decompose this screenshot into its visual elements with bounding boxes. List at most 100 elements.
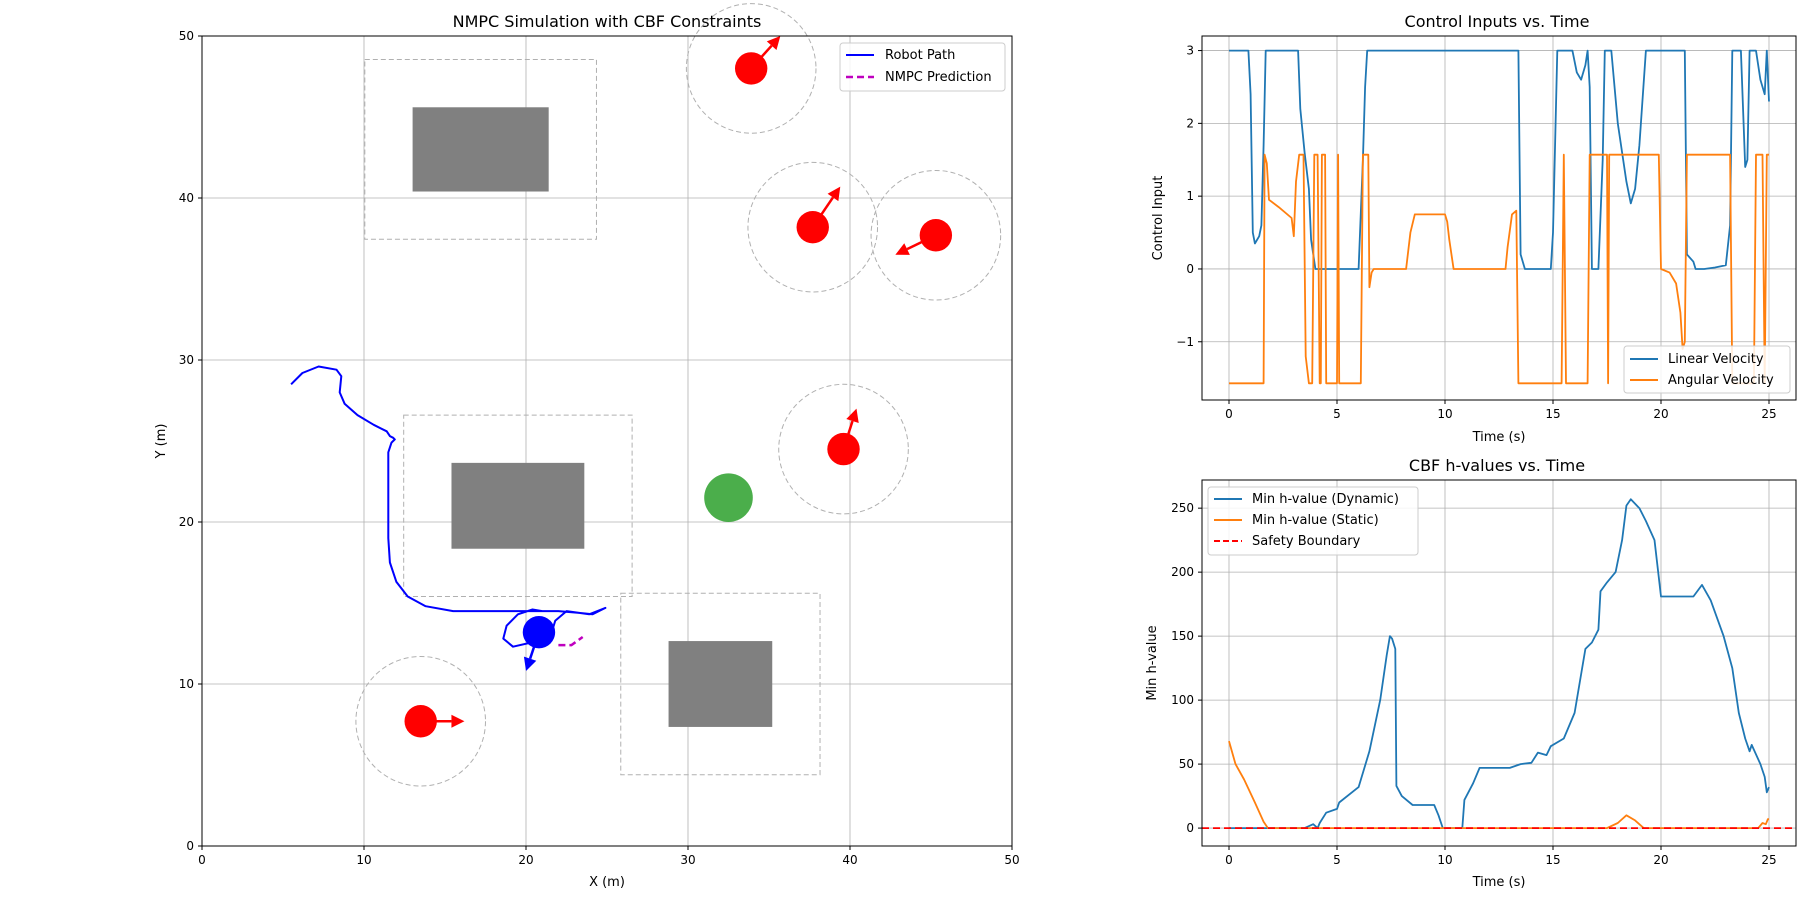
- legend-safety-boundary-label: Safety Boundary: [1252, 534, 1361, 549]
- static-obstacle: [668, 641, 773, 727]
- static-obstacle: [412, 107, 549, 192]
- min-h-dynamic-line: [1229, 498, 1770, 829]
- control-axes-frame: [1201, 35, 1797, 401]
- map-xtick-label: 20: [518, 853, 533, 867]
- static-obstacles: [412, 107, 773, 727]
- dynamic-obstacle-velocity-arrow-head: [895, 243, 910, 255]
- dynamic-obstacle-velocity-arrow: [811, 186, 841, 228]
- map-title: NMPC Simulation with CBF Constraints: [453, 12, 762, 31]
- cbf-title: CBF h-values vs. Time: [1409, 456, 1585, 475]
- static-obstacle-safety-zone: [403, 414, 633, 598]
- map-xtick-label: 30: [680, 853, 695, 867]
- map-ticks: 0 10 20 30 40 50 0 10 20 30 40 50: [179, 29, 1020, 867]
- map-ylabel: Y (m): [154, 424, 169, 460]
- robot-heading-arrow-shaft: [528, 631, 541, 660]
- control-legend-box: [1623, 345, 1791, 394]
- static-obstacle-safety-zone: [620, 592, 821, 776]
- cbf-xtick-label: 5: [1333, 853, 1341, 867]
- dynamic-obstacle-velocity-arrow: [842, 408, 859, 450]
- dynamic-obstacle-velocity-arrow-head: [451, 714, 465, 728]
- cbf-axes-frame: [1201, 479, 1797, 847]
- cbf-ytick-label: 250: [1171, 501, 1194, 515]
- control-xtick-label: 20: [1653, 407, 1668, 421]
- map-legend: Robot Path NMPC Prediction: [839, 42, 1006, 92]
- safety-zones: [355, 3, 1002, 787]
- dynamic-obstacle-velocity-arrow-head: [766, 36, 781, 51]
- control-ticks: 0 5 10 15 20 25 −1 0 1 2 3: [1176, 44, 1776, 421]
- legend-angular-velocity-label: Angular Velocity: [1668, 373, 1774, 388]
- control-xtick-label: 25: [1761, 407, 1776, 421]
- robot-layer: [522, 615, 556, 672]
- control-xtick-label: 5: [1333, 407, 1341, 421]
- nmpc-map-panel: NMPC Simulation with CBF Constraints 0 10…: [154, 3, 1020, 890]
- robot-heading-arrow: [523, 631, 541, 672]
- dynamic-obstacle-velocity-arrow-shaft: [906, 234, 937, 251]
- dynamic-obstacle-velocity-arrow-shaft: [750, 44, 773, 70]
- cbf-xlabel: Time (s): [1472, 875, 1526, 890]
- cbf-ytick-label: 200: [1171, 565, 1194, 579]
- cbf-legend: Min h-value (Dynamic) Min h-value (Stati…: [1207, 486, 1419, 556]
- goal-marker: [704, 473, 753, 522]
- control-title: Control Inputs vs. Time: [1405, 12, 1590, 31]
- nmpc-prediction-line: [558, 635, 584, 647]
- angular-velocity-line: [1229, 153, 1769, 385]
- control-xtick-label: 0: [1225, 407, 1233, 421]
- goal-circle: [704, 473, 753, 522]
- linear-velocity-line: [1229, 49, 1770, 270]
- cbf-h-values-panel: CBF h-values vs. Time 0 5 10 15 20 2505010015…: [1145, 456, 1797, 890]
- control-ytick-label: 1: [1186, 189, 1194, 203]
- cbf-series: [1202, 498, 1796, 829]
- control-ytick-label: −1: [1176, 335, 1194, 349]
- map-ytick-label: 10: [179, 677, 194, 691]
- dynamic-obstacle-velocity-arrow-shaft: [842, 420, 854, 450]
- dynamic-obstacle-velocity-arrow-head: [846, 408, 859, 423]
- control-xlabel: Time (s): [1472, 430, 1526, 445]
- map-axes-frame: [201, 35, 1013, 847]
- map-legend-box: [839, 42, 1006, 92]
- dynamic-obstacle-velocity-arrow-shaft: [811, 196, 835, 228]
- dynamic-obstacles: [404, 36, 953, 738]
- cbf-xtick-label: 10: [1437, 853, 1452, 867]
- legend-min-h-static-label: Min h-value (Static): [1252, 513, 1379, 528]
- map-xlabel: X (m): [589, 875, 625, 890]
- control-ylabel: Control Input: [1151, 176, 1166, 261]
- cbf-ytick-label: 50: [1179, 757, 1194, 771]
- cbf-xtick-label: 25: [1761, 853, 1776, 867]
- map-xtick-label: 40: [842, 853, 857, 867]
- dynamic-obstacle-velocity-arrow: [750, 36, 781, 70]
- min-h-static-line: [1228, 740, 1769, 829]
- legend-linear-velocity-label: Linear Velocity: [1668, 352, 1764, 367]
- map-xtick-label: 10: [356, 853, 371, 867]
- cbf-legend-box: [1207, 486, 1419, 556]
- map-ytick-label: 30: [179, 353, 194, 367]
- control-inputs-panel: Control Inputs vs. Time 0 5 10 15 20 25 −1 0 1 2 3…: [1151, 12, 1797, 445]
- control-series: [1229, 49, 1770, 385]
- map-xtick-label: 50: [1004, 853, 1019, 867]
- control-xtick-label: 15: [1545, 407, 1560, 421]
- cbf-ylabel: Min h-value: [1145, 625, 1160, 700]
- control-ytick-label: 2: [1186, 116, 1194, 130]
- dynamic-obstacle-safety-zone: [778, 383, 909, 515]
- control-xtick-label: 10: [1437, 407, 1452, 421]
- dynamic-obstacle-safety-zone: [747, 161, 879, 293]
- legend-robot-path-label: Robot Path: [885, 48, 955, 63]
- control-ytick-label: 3: [1186, 44, 1194, 58]
- cbf-ytick-label: 150: [1171, 629, 1194, 643]
- map-xtick-label: 0: [198, 853, 206, 867]
- cbf-ytick-label: 0: [1186, 821, 1194, 835]
- dynamic-obstacle-velocity-arrow-head: [827, 186, 841, 202]
- legend-min-h-dynamic-label: Min h-value (Dynamic): [1252, 492, 1399, 507]
- dynamic-obstacle-safety-zone: [685, 3, 817, 134]
- dynamic-obstacle-safety-zone: [355, 655, 487, 787]
- legend-nmpc-prediction-label: NMPC Prediction: [885, 70, 992, 85]
- cbf-xtick-label: 0: [1225, 853, 1233, 867]
- cbf-xtick-label: 20: [1653, 853, 1668, 867]
- cbf-xtick-label: 15: [1545, 853, 1560, 867]
- dynamic-obstacle-velocity-arrow: [420, 714, 465, 728]
- control-legend: Linear Velocity Angular Velocity: [1623, 345, 1791, 394]
- robot-heading-arrow-head: [523, 656, 537, 672]
- dynamic-obstacle-velocity-arrow: [895, 234, 937, 255]
